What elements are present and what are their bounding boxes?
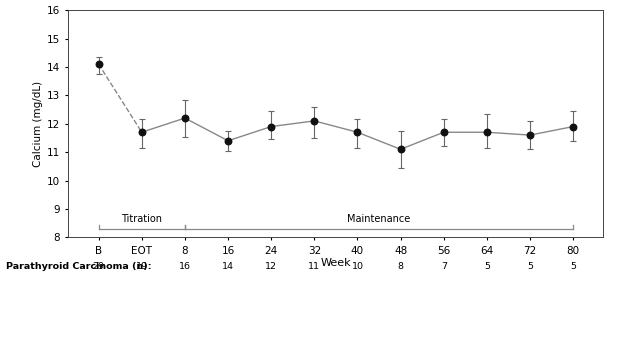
Text: 19: 19 xyxy=(136,262,148,271)
Text: 5: 5 xyxy=(484,262,490,271)
Text: 29: 29 xyxy=(93,262,104,271)
Text: Parathyroid Carcinoma (n):: Parathyroid Carcinoma (n): xyxy=(6,262,152,271)
Point xyxy=(180,115,190,121)
Text: 14: 14 xyxy=(222,262,234,271)
Text: 5: 5 xyxy=(527,262,533,271)
Text: 5: 5 xyxy=(570,262,576,271)
X-axis label: Week: Week xyxy=(320,258,351,268)
Point xyxy=(266,124,276,129)
Point xyxy=(525,132,535,138)
Text: Maintenance: Maintenance xyxy=(348,214,411,224)
Text: 7: 7 xyxy=(441,262,447,271)
Point xyxy=(482,129,492,135)
Y-axis label: Calcium (mg/dL): Calcium (mg/dL) xyxy=(33,81,43,167)
Text: 8: 8 xyxy=(397,262,404,271)
Point xyxy=(396,146,406,152)
Point xyxy=(137,129,147,135)
Point xyxy=(309,118,319,124)
Point xyxy=(223,138,233,143)
Point xyxy=(353,129,363,135)
Text: 11: 11 xyxy=(309,262,320,271)
Text: 12: 12 xyxy=(265,262,277,271)
Text: 16: 16 xyxy=(179,262,191,271)
Text: Titration: Titration xyxy=(121,214,162,224)
Text: 10: 10 xyxy=(351,262,363,271)
Point xyxy=(439,129,448,135)
Point xyxy=(568,124,578,129)
Point xyxy=(94,61,104,67)
